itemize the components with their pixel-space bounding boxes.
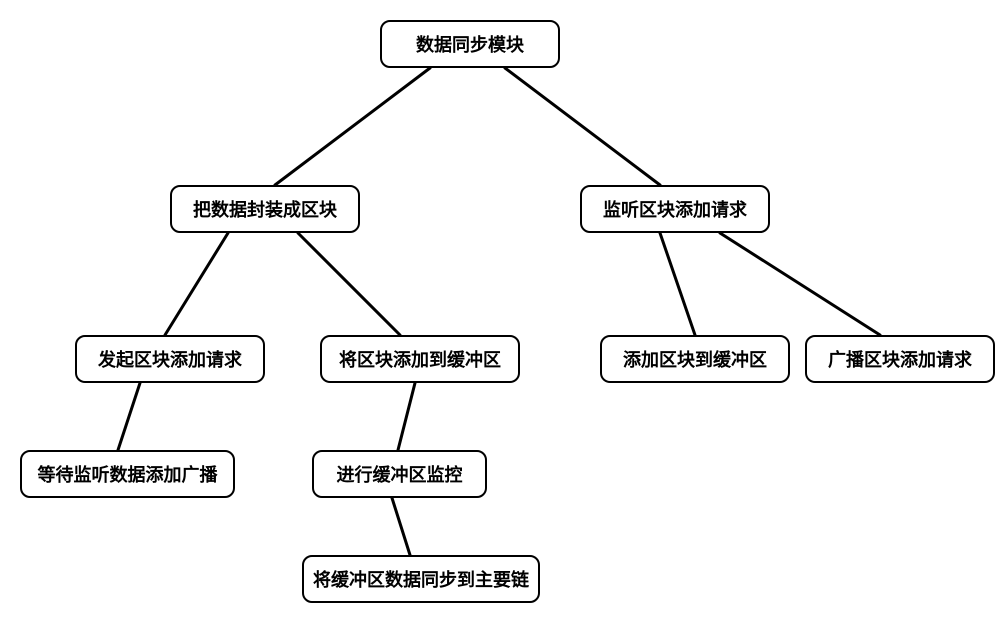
node-n11: 发起区块添加请求 [75, 335, 265, 383]
edge-n12-n121 [398, 383, 415, 450]
node-n1: 把数据封装成区块 [170, 185, 360, 233]
node-n111: 等待监听数据添加广播 [20, 450, 235, 498]
edge-n2-n22 [720, 233, 880, 335]
node-n21: 添加区块到缓冲区 [600, 335, 790, 383]
node-n2: 监听区块添加请求 [580, 185, 770, 233]
edge-root-n2 [505, 68, 660, 185]
diagram-canvas: 数据同步模块把数据封装成区块 监听区块添加请求发起区块添加请求 将区块添加到缓冲区 添… [0, 0, 1000, 635]
node-root: 数据同步模块 [380, 20, 560, 68]
edge-n1-n12 [298, 233, 400, 335]
edge-n11-n111 [118, 383, 140, 450]
node-n121: 进行缓冲区监控 [312, 450, 487, 498]
edge-n121-n1211 [392, 498, 410, 555]
node-n1211: 将缓冲区数据同步到主要链 [302, 555, 540, 603]
edge-n2-n21 [660, 233, 695, 335]
node-n12: 将区块添加到缓冲区 [320, 335, 520, 383]
node-n22: 广播区块添加请求 [805, 335, 995, 383]
edges-layer [0, 0, 1000, 635]
edge-n1-n11 [165, 233, 228, 335]
edge-root-n1 [275, 68, 430, 185]
